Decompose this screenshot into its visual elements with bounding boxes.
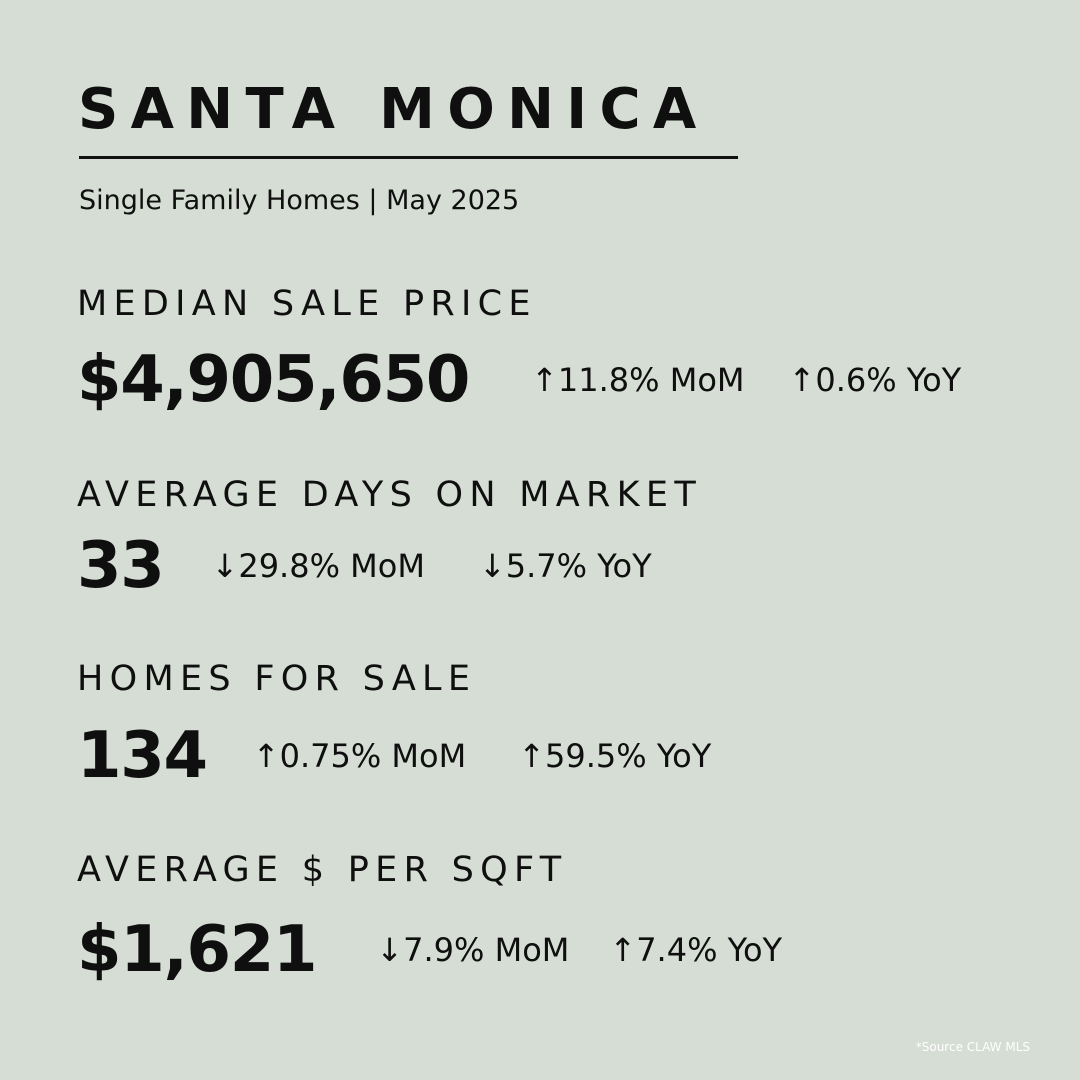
days-on-market-value: 33 (77, 529, 165, 603)
days-on-market-label: AVERAGE DAYS ON MARKET (77, 475, 702, 515)
homes-for-sale-mom: ↑0.75% MoM (252, 737, 467, 775)
price-per-sqft-value: $1,621 (77, 913, 318, 987)
title-divider (79, 156, 738, 159)
median-sale-price-row: $4,905,650 ↑11.8% MoM ↑0.6% YoY (77, 340, 961, 420)
page-title: SANTA MONICA (78, 77, 709, 142)
homes-for-sale-label: HOMES FOR SALE (77, 659, 477, 699)
price-per-sqft-row: $1,621 ↓7.9% MoM ↑7.4% YoY (77, 910, 782, 990)
price-per-sqft-mom: ↓7.9% MoM (376, 931, 570, 969)
homes-for-sale-value: 134 (77, 719, 208, 793)
median-sale-price-value: $4,905,650 (77, 343, 470, 417)
median-sale-price-yoy: ↑0.6% YoY (788, 361, 962, 399)
homes-for-sale-row: 134 ↑0.75% MoM ↑59.5% YoY (77, 716, 711, 796)
days-on-market-yoy: ↓5.7% YoY (478, 547, 652, 585)
days-on-market-row: 33 ↓29.8% MoM ↓5.7% YoY (77, 526, 652, 606)
price-per-sqft-label: AVERAGE $ PER SQFT (77, 850, 568, 890)
days-on-market-mom: ↓29.8% MoM (211, 547, 425, 585)
source-note: *Source CLAW MLS (915, 1040, 1030, 1054)
median-sale-price-label: MEDIAN SALE PRICE (77, 284, 537, 324)
homes-for-sale-yoy: ↑59.5% YoY (518, 737, 712, 775)
price-per-sqft-yoy: ↑7.4% YoY (609, 931, 783, 969)
page-subtitle: Single Family Homes | May 2025 (79, 185, 520, 216)
median-sale-price-mom: ↑11.8% MoM (531, 361, 745, 399)
